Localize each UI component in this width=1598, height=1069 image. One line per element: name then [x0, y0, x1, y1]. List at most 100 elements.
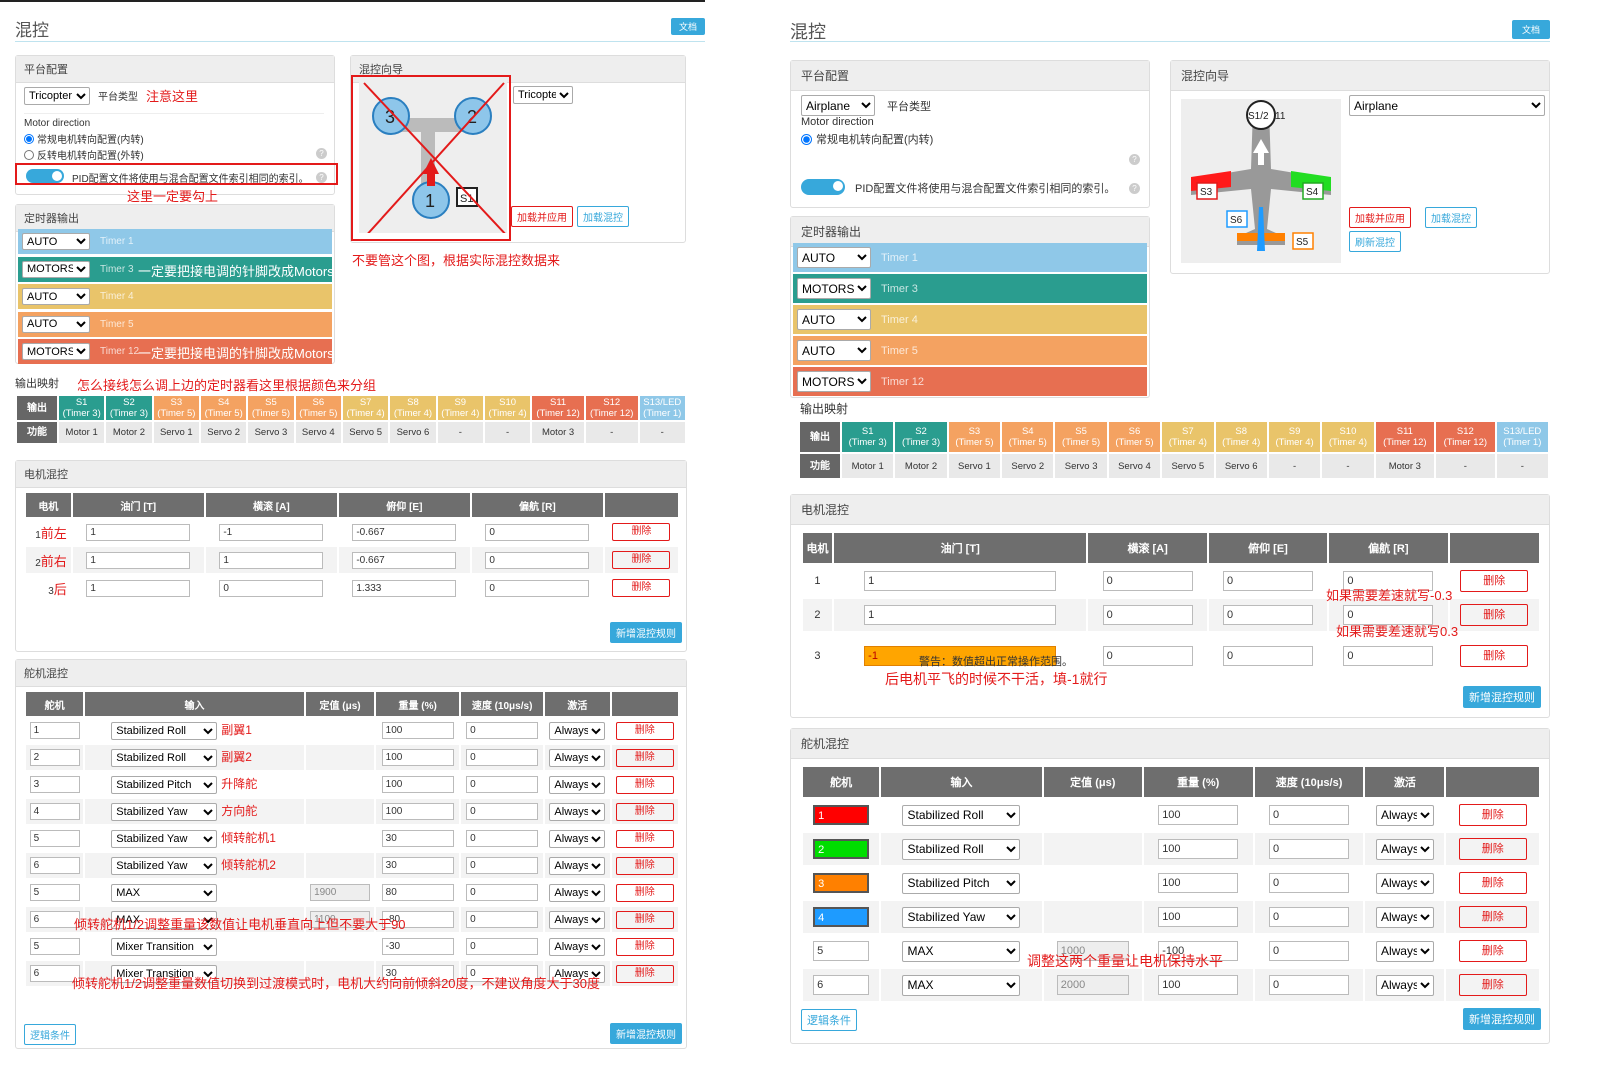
- servo-input[interactable]: 1: [29, 722, 80, 739]
- weight-input[interactable]: 100: [381, 749, 454, 766]
- delete-button[interactable]: 删除: [615, 721, 674, 740]
- servo-input[interactable]: 2: [813, 839, 870, 859]
- delete-button[interactable]: 删除: [612, 579, 671, 597]
- speed-input[interactable]: 0: [466, 776, 539, 793]
- yaw-input[interactable]: 0: [485, 523, 590, 541]
- delete-button[interactable]: 删除: [615, 748, 674, 767]
- input-source-select[interactable]: Stabilized Yaw: [111, 830, 218, 848]
- yaw-input[interactable]: 0: [1343, 646, 1434, 666]
- roll-input[interactable]: 0: [219, 579, 324, 597]
- timer-mode-select[interactable]: MOTORS: [797, 371, 871, 392]
- throttle-input[interactable]: 1: [864, 571, 1057, 591]
- refresh-mix-button[interactable]: 刷新混控: [1349, 231, 1401, 252]
- add-rule-button[interactable]: 新增混控规则: [610, 622, 682, 643]
- delete-button[interactable]: 删除: [1460, 570, 1529, 592]
- weight-input[interactable]: 30: [381, 857, 454, 874]
- throttle-input[interactable]: 1: [86, 551, 191, 569]
- roll-input[interactable]: 1: [219, 551, 324, 569]
- activation-select[interactable]: Always: [1375, 940, 1434, 962]
- speed-input[interactable]: 0: [1269, 873, 1350, 893]
- weight-input[interactable]: 100: [1158, 907, 1239, 927]
- load-apply-button[interactable]: 加载并应用: [1349, 207, 1411, 228]
- speed-input[interactable]: 0: [1269, 839, 1350, 859]
- delete-button[interactable]: 删除: [1458, 906, 1527, 928]
- help-icon[interactable]: ?: [316, 172, 327, 183]
- input-source-select[interactable]: MAX: [902, 940, 1021, 962]
- delete-button[interactable]: 删除: [615, 829, 674, 848]
- fixed-value-input[interactable]: 1000: [1056, 941, 1129, 961]
- servo-input[interactable]: 6: [29, 911, 80, 928]
- doc-button[interactable]: 文档: [670, 18, 705, 35]
- roll-input[interactable]: -1: [219, 523, 324, 541]
- activation-select[interactable]: Always: [549, 829, 606, 848]
- servo-input[interactable]: 5: [29, 938, 80, 955]
- speed-input[interactable]: 0: [466, 722, 539, 739]
- logic-conditions-button[interactable]: 逻辑条件: [24, 1024, 76, 1045]
- delete-button[interactable]: 删除: [615, 856, 674, 875]
- weight-input[interactable]: 30: [381, 830, 454, 847]
- weight-input[interactable]: -100: [1158, 941, 1239, 961]
- help-icon[interactable]: ?: [316, 148, 327, 159]
- input-source-select[interactable]: Stabilized Yaw: [111, 803, 218, 821]
- input-source-select[interactable]: Stabilized Roll: [111, 749, 218, 767]
- weight-input[interactable]: 100: [1158, 975, 1239, 995]
- activation-select[interactable]: Always: [549, 856, 606, 875]
- timer-mode-select[interactable]: MOTORS: [797, 278, 871, 299]
- pitch-input[interactable]: 0: [1222, 571, 1313, 591]
- servo-input[interactable]: 6: [29, 965, 80, 982]
- add-rule-button[interactable]: 新增混控规则: [1463, 1008, 1541, 1030]
- roll-input[interactable]: 0: [1102, 571, 1193, 591]
- weight-input[interactable]: 80: [381, 884, 454, 901]
- delete-button[interactable]: 删除: [1458, 872, 1527, 894]
- doc-button[interactable]: 文档: [1511, 20, 1550, 39]
- activation-select[interactable]: Always: [549, 775, 606, 794]
- servo-input[interactable]: 3: [813, 873, 870, 893]
- activation-select[interactable]: Always: [549, 910, 606, 929]
- servo-input[interactable]: 5: [29, 884, 80, 901]
- yaw-input[interactable]: 0: [485, 579, 590, 597]
- input-source-select[interactable]: MAX: [902, 974, 1021, 996]
- activation-select[interactable]: Always: [1375, 838, 1434, 860]
- pid-toggle[interactable]: [801, 179, 845, 195]
- servo-input[interactable]: 4: [813, 907, 870, 927]
- activation-select[interactable]: Always: [1375, 872, 1434, 894]
- weight-input[interactable]: 100: [381, 776, 454, 793]
- activation-select[interactable]: Always: [549, 748, 606, 767]
- servo-input[interactable]: 5: [813, 941, 870, 961]
- input-source-select[interactable]: Stabilized Pitch: [111, 776, 218, 794]
- input-source-select[interactable]: Stabilized Yaw: [902, 906, 1021, 928]
- fixed-value-input[interactable]: 1100: [310, 911, 371, 928]
- throttle-input[interactable]: -1: [864, 646, 1057, 666]
- speed-input[interactable]: 0: [466, 911, 539, 928]
- input-source-select[interactable]: MAX: [111, 910, 218, 929]
- timer-mode-select[interactable]: AUTO: [22, 315, 90, 333]
- activation-select[interactable]: Always: [549, 937, 606, 956]
- platform-type-select[interactable]: Airplane: [801, 95, 875, 116]
- speed-input[interactable]: 0: [1269, 975, 1350, 995]
- delete-button[interactable]: 删除: [615, 883, 674, 902]
- servo-input[interactable]: 3: [29, 776, 80, 793]
- pitch-input[interactable]: 1.333: [352, 579, 457, 597]
- pid-toggle[interactable]: [26, 169, 64, 183]
- delete-button[interactable]: 删除: [1458, 940, 1527, 962]
- weight-input[interactable]: -80: [381, 911, 454, 928]
- pitch-input[interactable]: 0: [1222, 646, 1313, 666]
- input-source-select[interactable]: Stabilized Pitch: [902, 872, 1021, 894]
- delete-button[interactable]: 删除: [1458, 838, 1527, 860]
- speed-input[interactable]: 0: [466, 965, 539, 982]
- weight-input[interactable]: -30: [381, 938, 454, 955]
- timer-mode-select[interactable]: AUTO: [22, 233, 90, 250]
- delete-button[interactable]: 删除: [615, 910, 674, 929]
- activation-select[interactable]: Always: [549, 721, 606, 740]
- delete-button[interactable]: 删除: [615, 775, 674, 794]
- throttle-input[interactable]: 1: [86, 579, 191, 597]
- input-source-select[interactable]: Stabilized Roll: [902, 804, 1021, 826]
- activation-select[interactable]: Always: [1375, 804, 1434, 826]
- wizard-type-select[interactable]: Airplane: [1349, 95, 1545, 116]
- delete-button[interactable]: 删除: [1460, 604, 1529, 626]
- activation-select[interactable]: Always: [549, 883, 606, 902]
- input-source-select[interactable]: Mixer Transition: [111, 964, 218, 983]
- speed-input[interactable]: 0: [466, 938, 539, 955]
- servo-input[interactable]: 1: [813, 805, 870, 825]
- activation-select[interactable]: Always: [549, 802, 606, 821]
